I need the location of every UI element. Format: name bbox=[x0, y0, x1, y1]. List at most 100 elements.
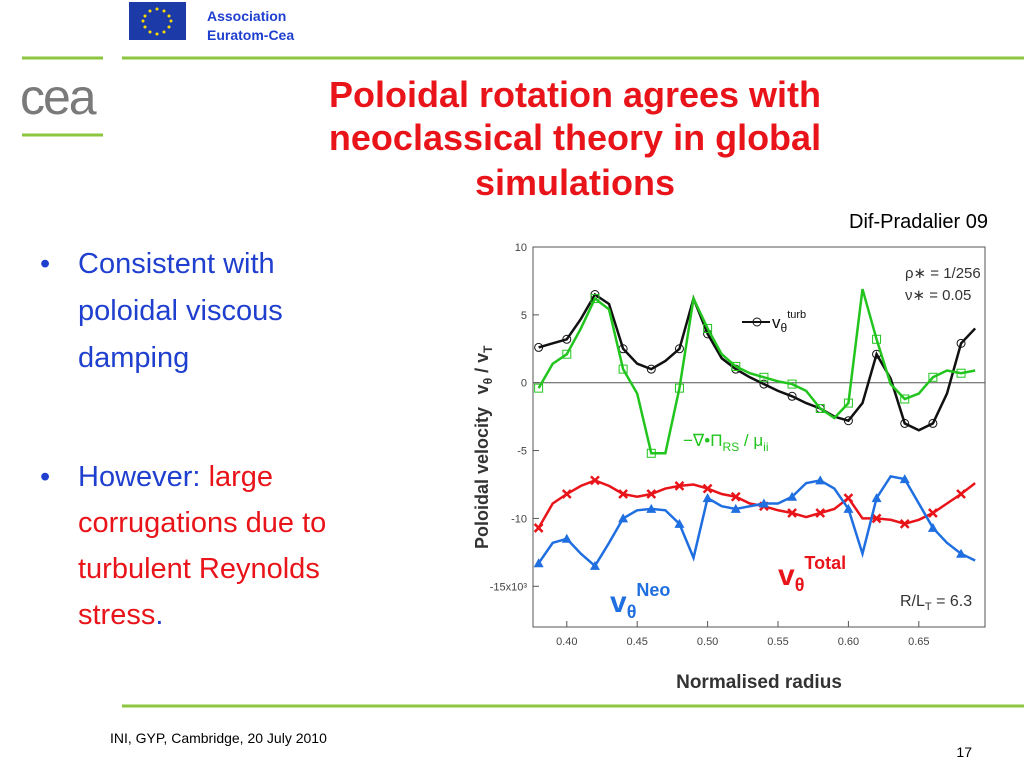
marker bbox=[928, 508, 938, 518]
marker bbox=[956, 338, 966, 348]
marker bbox=[956, 489, 966, 499]
marker bbox=[618, 489, 629, 499]
marker bbox=[562, 349, 572, 359]
bullet-emphasis: corrugations due to bbox=[78, 507, 326, 539]
marker bbox=[674, 480, 685, 491]
marker bbox=[787, 491, 798, 501]
marker bbox=[787, 391, 797, 401]
marker bbox=[674, 518, 685, 528]
title: neoclassical theory in global bbox=[329, 117, 821, 158]
x-tick-label: 0.50 bbox=[697, 636, 718, 648]
y-tick-label: -5 bbox=[517, 446, 527, 458]
annotation-part: RS bbox=[723, 440, 740, 454]
marker bbox=[759, 379, 769, 389]
y-tick-label: 10 bbox=[515, 242, 527, 254]
annotation: vθ / vT bbox=[472, 345, 495, 395]
annotation: ρ∗ = 1/256 bbox=[905, 265, 981, 282]
association: Association bbox=[207, 8, 286, 24]
marker bbox=[674, 383, 684, 393]
plot-frame bbox=[532, 246, 986, 628]
footer: INI, GYP, Cambridge, 20 July 2010 bbox=[110, 730, 327, 746]
annotation-part: v bbox=[610, 586, 627, 619]
marker bbox=[900, 418, 910, 428]
x-axis-label: Normalised radius bbox=[676, 672, 842, 693]
marker bbox=[758, 498, 769, 508]
y-tick-label: -15x10³ bbox=[490, 581, 528, 593]
marker bbox=[646, 364, 656, 374]
annotation-part: T bbox=[925, 601, 932, 613]
chart: 10 5 0 -5 -10 -15x10³ 0.40 0.45 0.50 0.55 0.60 0.65… bbox=[472, 242, 986, 693]
bullet-emphasis: stress bbox=[78, 599, 155, 631]
marker bbox=[956, 548, 967, 558]
marker bbox=[787, 379, 797, 389]
title: Poloidal rotation agrees with bbox=[329, 74, 821, 115]
marker bbox=[533, 558, 544, 568]
marker bbox=[590, 475, 600, 486]
annotation: R/LT = 6.3 bbox=[900, 593, 972, 613]
y-axis-label: Poloidal velocity bbox=[472, 407, 492, 549]
marker bbox=[843, 416, 853, 426]
marker bbox=[956, 368, 966, 378]
marker bbox=[730, 503, 741, 513]
bullet-lead: However: bbox=[78, 461, 201, 493]
annotation-part: θ bbox=[781, 321, 788, 335]
marker bbox=[871, 493, 882, 503]
annotation-part: Total bbox=[804, 553, 846, 573]
marker bbox=[561, 489, 572, 499]
marker bbox=[843, 503, 854, 513]
marker bbox=[815, 475, 826, 485]
marker bbox=[590, 294, 600, 304]
bullet-tail: . bbox=[155, 599, 163, 631]
citation: Dif-Pradalier 09 bbox=[849, 211, 988, 233]
y-tick-label: 5 bbox=[521, 310, 527, 322]
marker bbox=[787, 508, 797, 518]
marker bbox=[843, 493, 854, 503]
annotation-part: = 6.3 bbox=[932, 593, 973, 610]
marker bbox=[702, 493, 713, 503]
annotation-part: θ bbox=[481, 378, 495, 385]
marker bbox=[871, 513, 882, 524]
annotation-part: v bbox=[772, 313, 781, 332]
bullet-text: stress. bbox=[78, 599, 163, 631]
annotation-part: T bbox=[481, 345, 495, 353]
annotation-part: Neo bbox=[636, 580, 670, 600]
marker bbox=[646, 489, 657, 499]
marker bbox=[533, 523, 544, 533]
marker bbox=[759, 372, 769, 382]
marker bbox=[928, 372, 938, 382]
marker bbox=[731, 361, 741, 371]
marker bbox=[534, 342, 544, 352]
bullet-emphasis: turbulent Reynolds bbox=[78, 553, 320, 585]
x-tick-label: 0.45 bbox=[626, 636, 647, 648]
x-tick-label: 0.55 bbox=[767, 636, 788, 648]
annotation: vθNeo bbox=[610, 580, 670, 622]
marker bbox=[928, 418, 938, 428]
logo: cea bbox=[20, 69, 97, 125]
annotation: ν∗ = 0.05 bbox=[905, 287, 971, 304]
bullet-dot: • bbox=[40, 461, 50, 493]
annotation-part: ii bbox=[763, 440, 768, 454]
x-tick-label: 0.40 bbox=[556, 636, 577, 648]
marker bbox=[589, 560, 600, 570]
annotation: −∇•ΠRS / μii bbox=[683, 431, 769, 454]
marker bbox=[927, 522, 938, 532]
marker bbox=[534, 383, 544, 393]
marker bbox=[562, 334, 572, 344]
marker bbox=[618, 513, 629, 523]
marker bbox=[899, 474, 910, 484]
annotation-part: −∇•Π bbox=[683, 431, 723, 450]
annotation-part: R/L bbox=[900, 593, 925, 610]
bullet-text: poloidal viscous bbox=[78, 295, 283, 327]
y-tick-label: -10 bbox=[511, 513, 527, 525]
marker bbox=[674, 344, 684, 354]
marker bbox=[899, 518, 910, 529]
bullet-dot: • bbox=[40, 248, 50, 280]
marker bbox=[561, 533, 572, 543]
association: Euratom-Cea bbox=[207, 27, 294, 43]
annotation-part: θ bbox=[795, 575, 805, 595]
series-line bbox=[538, 292, 977, 432]
marker bbox=[815, 508, 826, 518]
page-number: 17 bbox=[956, 744, 972, 760]
annotation-part: turb bbox=[787, 309, 806, 321]
